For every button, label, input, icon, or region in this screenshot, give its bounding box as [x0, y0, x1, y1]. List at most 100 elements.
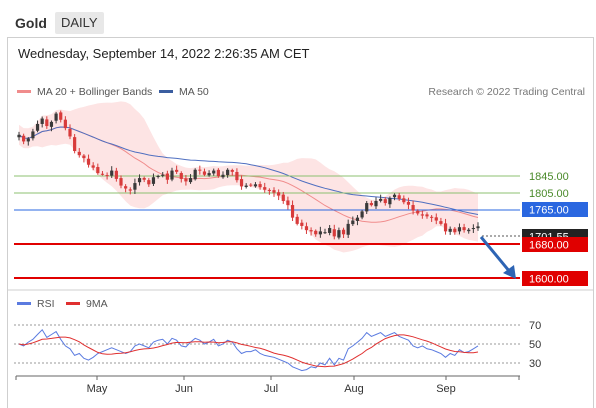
- credit-text: Research © 2022 Trading Central: [428, 86, 585, 98]
- rsi-legend-swatch: [17, 302, 31, 305]
- bb-legend-swatch: [17, 90, 31, 93]
- candle-body: [165, 173, 169, 180]
- level-badge-1600: [522, 271, 588, 286]
- timeframe-tab-daily[interactable]: DAILY: [55, 12, 104, 34]
- candle-body: [467, 229, 471, 232]
- candle-body: [82, 155, 86, 159]
- candle-body: [286, 200, 290, 206]
- candle-body: [77, 151, 81, 156]
- candle-body: [360, 211, 364, 218]
- candle-body: [309, 230, 313, 232]
- candle-body: [221, 174, 225, 178]
- candle-body: [230, 169, 234, 172]
- x-label-jul: Jul: [264, 383, 278, 395]
- candle-body: [253, 184, 258, 187]
- candle-body: [397, 195, 401, 199]
- candle-body: [365, 203, 369, 212]
- candle-body: [35, 123, 40, 131]
- level-label-1805: 1805.00: [529, 188, 569, 200]
- candle-body: [26, 138, 30, 142]
- candle-body: [170, 170, 174, 180]
- header-divider: [7, 37, 594, 38]
- candle-body: [434, 217, 438, 221]
- candle-body: [86, 158, 91, 165]
- x-label-aug: Aug: [344, 383, 364, 395]
- candle-body: [235, 171, 239, 181]
- x-label-jun: Jun: [175, 383, 193, 395]
- header-bar: Gold DAILY: [0, 0, 596, 40]
- candle-body: [258, 184, 262, 188]
- candle-body: [142, 177, 146, 180]
- candle-body: [392, 194, 397, 198]
- candle-body: [471, 228, 475, 230]
- candle-body: [133, 183, 137, 190]
- candle-body: [318, 231, 322, 235]
- candle-body: [128, 189, 132, 191]
- candle-body: [425, 214, 429, 217]
- rsi-legend-label: RSI: [37, 298, 55, 310]
- rsi-ma-legend-swatch: [66, 302, 80, 305]
- panel-border-left: [7, 37, 8, 408]
- candle-body: [45, 119, 49, 127]
- candle-body: [355, 217, 360, 221]
- candle-body: [212, 170, 216, 174]
- candle-body: [411, 205, 415, 211]
- candle-body: [337, 230, 341, 238]
- candle-body: [40, 118, 44, 124]
- candle-body: [151, 177, 156, 184]
- candle-body: [188, 178, 193, 183]
- candle-body: [156, 176, 160, 177]
- candle-body: [239, 179, 244, 187]
- candle-body: [383, 199, 387, 204]
- candle-body: [272, 190, 276, 193]
- candle-body: [351, 220, 355, 225]
- ma50-line: [18, 126, 479, 215]
- timestamp: Wednesday, September 14, 2022 2:26:35 AM…: [18, 46, 310, 61]
- candle-body: [114, 170, 118, 179]
- candle-body: [314, 230, 318, 235]
- candle-body: [198, 169, 202, 171]
- candle-body: [420, 214, 424, 216]
- candle-body: [193, 169, 197, 180]
- candle-body: [184, 178, 188, 182]
- forecast-arrow-head: [503, 265, 516, 279]
- candle-body: [263, 187, 267, 190]
- candle-body: [443, 223, 448, 232]
- instrument-title: Gold: [15, 15, 47, 31]
- candle-body: [226, 169, 230, 175]
- rsi-axis-50: 50: [529, 339, 541, 351]
- candle-body: [304, 226, 309, 231]
- candle-body: [175, 169, 179, 172]
- candle-body: [249, 184, 253, 186]
- candle-body: [216, 169, 220, 176]
- rsi-ma-line: [18, 334, 479, 368]
- candle-body: [63, 119, 67, 129]
- candle-body: [22, 135, 26, 142]
- candle-body: [137, 178, 142, 183]
- candle-body: [207, 173, 211, 176]
- candle-body: [328, 228, 332, 233]
- candle-body: [406, 201, 411, 205]
- candle-body: [439, 221, 443, 224]
- candle-body: [369, 203, 373, 206]
- candles-group: [17, 110, 480, 240]
- candle-body: [267, 189, 271, 191]
- x-label-may: May: [87, 383, 108, 395]
- candle-body: [59, 112, 63, 120]
- candle-body: [124, 186, 128, 189]
- candle-body: [332, 229, 336, 237]
- candle-body: [346, 223, 350, 235]
- candle-body: [17, 134, 21, 138]
- candle-body: [430, 216, 434, 218]
- candle-body: [281, 194, 285, 201]
- candle-body: [379, 198, 383, 201]
- level-label-1680: 1680.00: [529, 240, 569, 252]
- level-label-1600: 1600.00: [529, 274, 569, 286]
- ma50-legend-swatch: [159, 90, 173, 93]
- candle-body: [147, 180, 151, 185]
- candle-body: [202, 171, 207, 175]
- candle-body: [448, 228, 452, 232]
- candle-body: [110, 170, 114, 176]
- rsi-ma-legend-label: 9MA: [86, 298, 108, 310]
